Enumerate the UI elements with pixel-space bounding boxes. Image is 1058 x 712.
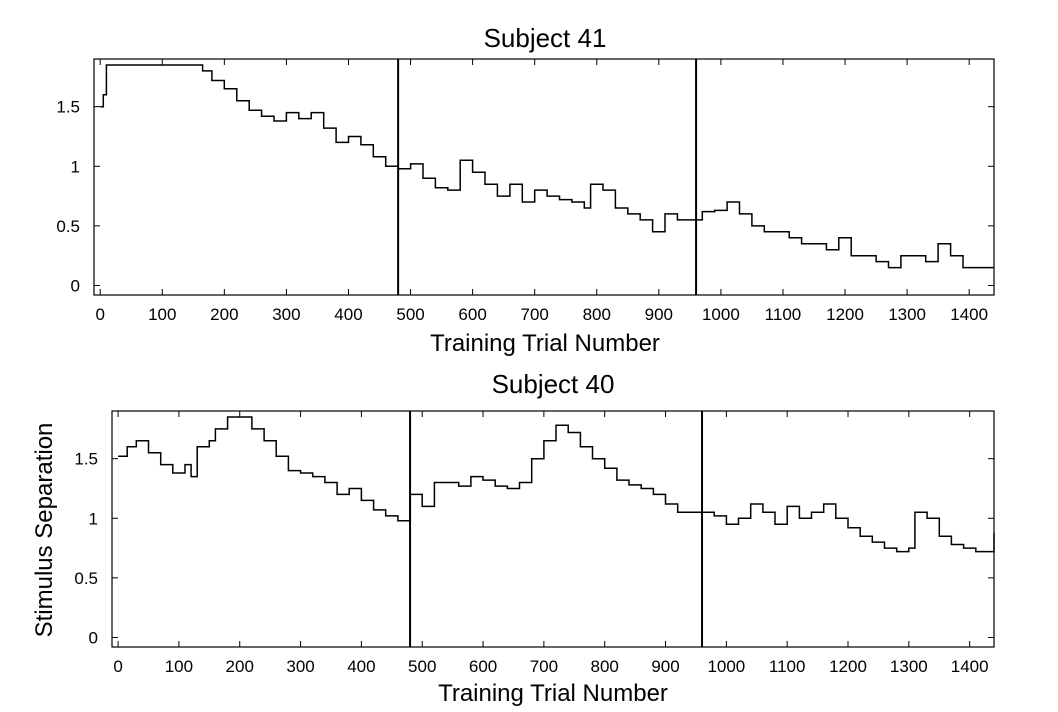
- x-tick-label: 500: [396, 305, 424, 324]
- x-tick-label: 0: [113, 657, 122, 676]
- x-tick-label: 1200: [829, 657, 867, 676]
- x-tick-label: 600: [458, 305, 486, 324]
- data-series-line: [118, 416, 995, 553]
- plot-frame: [111, 410, 995, 648]
- y-tick-label: 1.5: [74, 450, 98, 469]
- plot-frame: [93, 58, 995, 296]
- y-tick-label: 1: [71, 157, 80, 176]
- x-tick-label: 400: [347, 657, 375, 676]
- x-tick-label: 1300: [890, 657, 928, 676]
- x-axis-title: Training Trial Number: [438, 680, 668, 707]
- x-tick-label: 700: [521, 305, 549, 324]
- x-axis-title: Training Trial Number: [430, 330, 660, 357]
- x-tick-label: 800: [591, 657, 619, 676]
- x-tick-label: 300: [286, 657, 314, 676]
- x-tick-label: 500: [408, 657, 436, 676]
- x-tick-label: 900: [651, 657, 679, 676]
- x-tick-label: 1000: [702, 305, 740, 324]
- y-tick-label: 0: [89, 628, 98, 647]
- x-tick-label: 1100: [765, 305, 802, 324]
- y-tick-label: 0.5: [74, 569, 98, 588]
- x-tick-label: 700: [530, 657, 558, 676]
- x-tick-label: 200: [226, 657, 254, 676]
- y-tick-label: 1.5: [56, 98, 80, 117]
- x-tick-label: 100: [165, 657, 193, 676]
- x-tick-label: 800: [583, 305, 611, 324]
- x-tick-label: 600: [469, 657, 497, 676]
- x-tick-label: 1400: [950, 305, 988, 324]
- chart-panel-subject-40: Subject 40 Training Trial Number Stimulu…: [31, 369, 995, 707]
- y-tick-label: 0.5: [56, 217, 80, 236]
- chart-title: Subject 40: [492, 369, 615, 399]
- x-tick-label: 900: [645, 305, 673, 324]
- chart-panel-subject-41: Subject 41 Training Trial Number 0 100 200…: [56, 23, 995, 357]
- x-tick-label: 1200: [826, 305, 864, 324]
- y-tick-label: 0: [71, 276, 80, 295]
- x-tick-label: 1400: [951, 657, 989, 676]
- x-tick-label: 400: [334, 305, 362, 324]
- chart-title: Subject 41: [484, 23, 607, 53]
- x-tick-label: 0: [95, 305, 104, 324]
- x-tick-label: 300: [272, 305, 300, 324]
- x-tick-label: 200: [210, 305, 238, 324]
- x-tick-label: 1300: [888, 305, 926, 324]
- y-axis-title: Stimulus Separation: [31, 423, 58, 638]
- y-tick-label: 1: [89, 509, 98, 528]
- data-series-line: [100, 64, 994, 269]
- x-tick-label: 100: [148, 305, 176, 324]
- x-tick-label: 1000: [707, 657, 745, 676]
- x-tick-label: 1100: [769, 657, 806, 676]
